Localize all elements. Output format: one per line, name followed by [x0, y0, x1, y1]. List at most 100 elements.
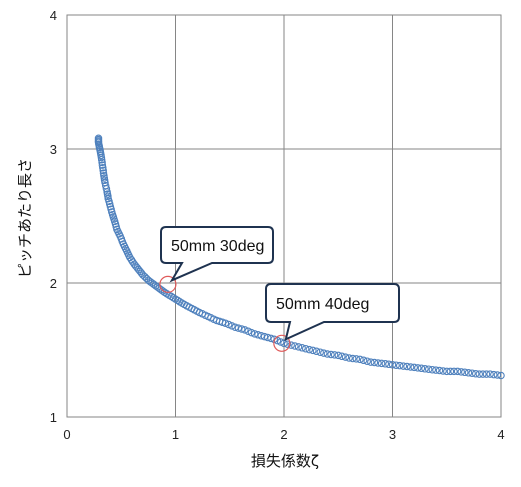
data-point — [305, 345, 314, 354]
data-point — [356, 355, 364, 364]
data-point — [330, 351, 339, 359]
data-point — [370, 358, 379, 367]
data-point — [263, 333, 272, 342]
data-point — [482, 370, 491, 378]
data-point — [388, 360, 397, 369]
callout-label: 50mm 40deg — [276, 296, 369, 313]
data-point — [237, 325, 246, 333]
y-tick-label: 2 — [50, 276, 57, 291]
data-point — [99, 166, 107, 175]
data-point — [403, 362, 411, 371]
data-point — [98, 161, 107, 169]
data-point — [99, 169, 108, 177]
data-point — [267, 334, 275, 343]
y-axis-title: ピッチあたり長さ — [16, 158, 34, 278]
data-point — [294, 343, 303, 351]
data-point — [102, 185, 111, 193]
data-point — [367, 358, 375, 366]
highlight-markers — [159, 275, 291, 352]
y-tick-label: 1 — [50, 410, 57, 425]
data-point — [453, 367, 462, 376]
data-point — [234, 324, 243, 332]
y-tick-label: 3 — [50, 142, 57, 157]
data-point — [486, 370, 494, 378]
data-point — [374, 359, 382, 367]
data-point — [421, 365, 429, 373]
data-point — [247, 328, 256, 337]
data-point — [377, 359, 386, 368]
data-point — [327, 350, 335, 359]
data-point — [399, 362, 408, 370]
data-point — [435, 366, 444, 375]
data-point — [424, 365, 433, 373]
data-point — [497, 371, 505, 380]
data-point — [99, 164, 107, 172]
data-point — [301, 344, 310, 353]
data-point — [446, 367, 455, 376]
data-point — [309, 346, 317, 355]
x-tick-label: 3 — [389, 427, 396, 442]
data-point — [241, 326, 249, 334]
data-point — [260, 332, 269, 341]
data-point — [334, 351, 343, 360]
data-point — [338, 352, 346, 361]
data-point — [316, 348, 324, 356]
data-point — [98, 158, 106, 167]
data-point — [468, 369, 476, 377]
data-point — [490, 370, 498, 379]
data-point — [359, 356, 368, 365]
data-point — [312, 347, 321, 356]
data-point — [432, 366, 440, 374]
data-point — [348, 354, 357, 363]
x-axis-title: 損失係数ζ — [251, 452, 319, 470]
data-point — [443, 367, 451, 376]
data-point — [231, 323, 239, 331]
data-point — [287, 341, 295, 349]
data-point — [341, 353, 350, 361]
x-tick-label: 4 — [497, 427, 504, 442]
data-point — [250, 330, 259, 338]
data-point — [381, 360, 390, 368]
data-point — [428, 365, 437, 374]
x-axis-ticks: 0 1 2 3 4 — [63, 427, 504, 442]
x-tick-label: 2 — [280, 427, 287, 442]
data-point — [323, 350, 332, 358]
data-point — [392, 361, 400, 369]
data-point — [410, 363, 418, 372]
callout-box — [265, 283, 400, 342]
data-point — [464, 369, 473, 377]
data-point — [228, 322, 236, 330]
data-point — [450, 367, 458, 376]
data-point — [406, 363, 415, 371]
data-point — [280, 339, 288, 348]
data-point — [97, 155, 106, 164]
data-points — [94, 134, 505, 380]
data-point — [457, 368, 465, 376]
data-point — [283, 340, 292, 348]
data-point — [439, 367, 447, 375]
data-point — [320, 349, 328, 357]
data-point — [414, 364, 422, 372]
data-point — [461, 368, 469, 377]
callout-box — [160, 226, 274, 283]
data-point — [291, 342, 299, 350]
x-tick-label: 0 — [63, 427, 70, 442]
highlight-circle — [273, 334, 291, 352]
data-point — [475, 370, 484, 378]
data-point — [385, 360, 393, 369]
y-axis-ticks: 1 2 3 4 — [50, 8, 57, 425]
data-point — [221, 319, 230, 327]
data-point — [257, 331, 265, 340]
data-point — [363, 357, 371, 365]
data-point — [395, 361, 404, 370]
data-point — [345, 354, 353, 362]
x-tick-label: 1 — [172, 427, 179, 442]
data-point — [493, 371, 502, 379]
highlight-circle — [159, 275, 177, 293]
data-point — [276, 338, 285, 346]
callouts: 50mm 30deg 50mm 40deg — [160, 226, 400, 342]
data-point — [254, 331, 262, 339]
y-tick-label: 4 — [50, 8, 57, 23]
data-point — [479, 370, 487, 378]
